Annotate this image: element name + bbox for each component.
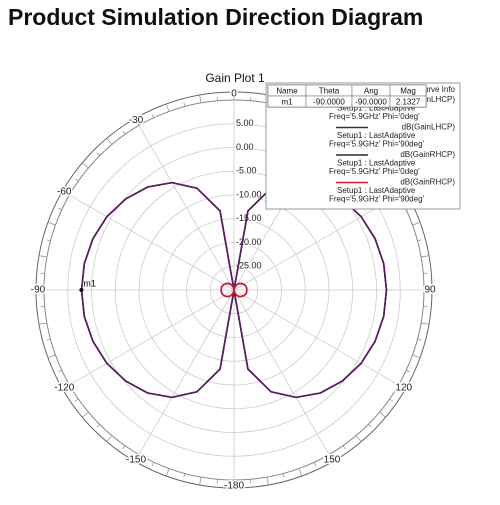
angle-tick [413, 355, 421, 358]
angle-tick [123, 446, 125, 449]
angle-tick [299, 469, 302, 477]
angle-tick [418, 339, 422, 340]
table-cell-text: m1 [281, 98, 293, 107]
angle-tick [107, 436, 112, 442]
angle-tick [48, 222, 56, 225]
table-cell-text: 2.1327 [396, 98, 421, 107]
table-cell-text: -90.0000 [355, 98, 387, 107]
table-header: Name [276, 87, 298, 96]
angle-tick [343, 446, 345, 449]
angle-tick [283, 474, 284, 478]
angle-tick [47, 240, 51, 241]
angle-tick [58, 370, 62, 372]
angle-label: 120 [395, 383, 412, 394]
angle-label: -60 [57, 187, 72, 198]
angle-tick [368, 424, 371, 427]
angle-tick [413, 222, 421, 225]
angle-tick [406, 370, 410, 372]
table-header: Theta [319, 87, 340, 96]
table-header: Mag [400, 87, 416, 96]
table-header: Ang [364, 87, 378, 96]
plot-title: Gain Plot 1 [205, 71, 265, 85]
angle-tick [58, 208, 62, 210]
angle-tick [380, 412, 386, 417]
table-cell-text: -90.0000 [313, 98, 345, 107]
r-tick-label: 0.00 [236, 142, 254, 152]
angle-tick [47, 339, 51, 340]
angle-tick [39, 323, 47, 324]
angle-label: -120 [54, 383, 74, 394]
legend-info: Freq='5.9GHz' Phi='90deg' [329, 140, 425, 149]
angle-tick [200, 95, 201, 103]
marker-label: m1 [83, 278, 96, 288]
angle-tick [166, 469, 169, 477]
angle-label: -90 [31, 285, 46, 296]
r-tick-label: -20.00 [236, 237, 262, 247]
page-title: Product Simulation Direction Diagram [8, 4, 423, 30]
angle-tick [390, 399, 393, 401]
r-tick-label: -15.00 [236, 213, 262, 223]
angle-tick [421, 323, 429, 324]
r-tick-label: 5.00 [236, 118, 254, 128]
angle-tick [39, 256, 47, 257]
angle-tick [166, 104, 169, 112]
r-tick-label: -25.00 [236, 261, 262, 271]
angle-tick [123, 131, 125, 134]
legend-info: Freq='5.9GHz' Phi='0deg' [329, 167, 420, 176]
angle-tick [82, 412, 88, 417]
legend-info: Freq='5.9GHz' Phi='90deg' [329, 195, 425, 204]
angle-tick [82, 163, 88, 168]
angle-tick [267, 477, 268, 485]
angle-label: 150 [324, 454, 341, 465]
angle-label: -150 [126, 454, 146, 465]
angle-label: -30 [129, 115, 144, 126]
angle-tick [75, 399, 78, 401]
angle-tick [184, 103, 185, 107]
marker-point [79, 288, 83, 292]
angle-tick [356, 436, 361, 442]
angle-label: 90 [424, 285, 436, 296]
angle-tick [97, 424, 100, 427]
angle-tick [152, 462, 154, 466]
angle-label: -180 [224, 481, 244, 492]
angle-tick [97, 153, 100, 156]
angle-tick [75, 179, 78, 181]
angle-label: 0 [231, 89, 237, 100]
angle-tick [421, 256, 429, 257]
legend-info: Freq='5.9GHz' Phi='0deg' [329, 112, 420, 121]
angle-tick [152, 114, 154, 118]
angle-tick [107, 138, 112, 144]
angle-tick [48, 355, 56, 358]
r-tick-label: -10.00 [236, 189, 262, 199]
angle-tick [184, 474, 185, 478]
angle-tick [314, 462, 316, 466]
angle-tick [200, 477, 201, 485]
angle-tick [418, 240, 422, 241]
r-tick-label: -5.00 [236, 166, 257, 176]
